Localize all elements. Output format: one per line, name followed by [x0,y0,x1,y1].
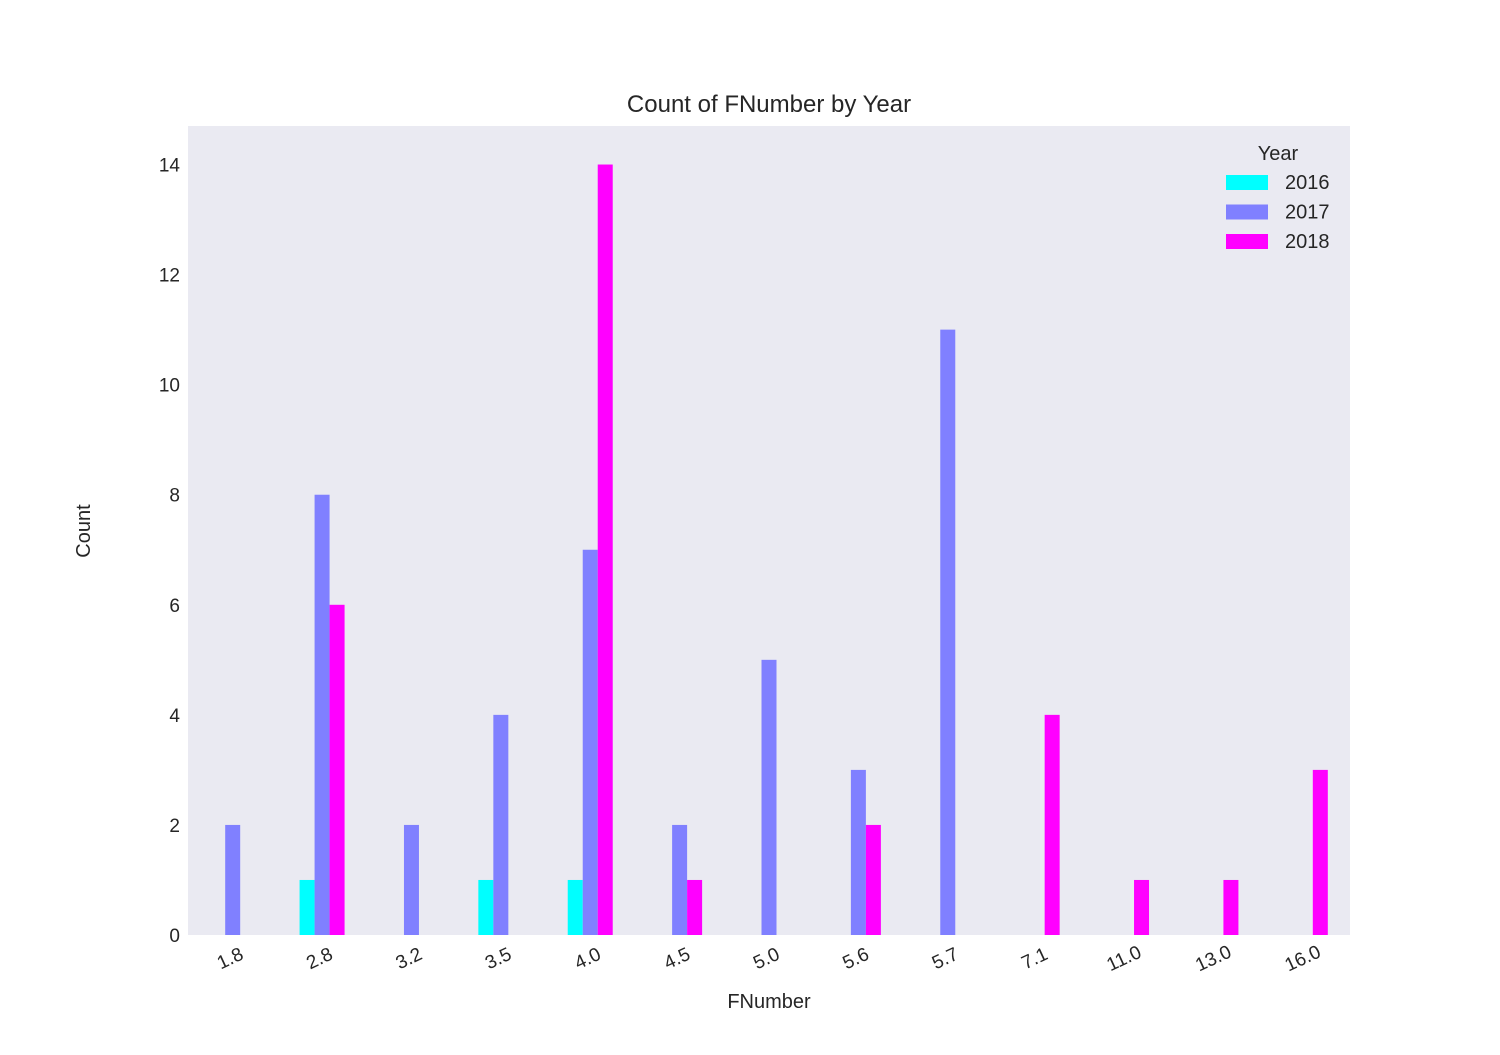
bar-2018-7.1 [1044,714,1060,935]
bar-2017-3.5 [493,714,509,935]
y-tick-label: 6 [169,596,180,617]
legend-swatch-2018 [1226,234,1268,249]
bar-2017-2.8 [314,494,330,935]
y-tick-label: 4 [169,706,180,727]
bar-2018-11.0 [1134,879,1150,935]
bar-2017-5.0 [761,659,777,935]
x-tick-label: 2.8 [303,944,336,974]
bar-2017-4.0 [582,549,598,935]
x-tick-label: 16.0 [1282,942,1324,977]
bar-2017-4.5 [672,824,688,935]
bar-2018-2.8 [329,604,345,935]
bar-2018-4.5 [687,879,703,935]
y-axis-ticks: 0 2 4 6 8 10 12 14 [159,156,181,947]
x-axis-title: FNumber [727,991,811,1013]
legend-title: Year [1258,143,1299,165]
x-tick-label: 3.5 [482,944,515,974]
x-tick-label: 3.2 [393,944,426,974]
legend-label-2017: 2017 [1285,202,1330,224]
bar-2018-16.0 [1312,769,1328,935]
y-tick-label: 0 [169,926,180,947]
legend-label-2018: 2018 [1285,231,1330,253]
x-tick-label: 13.0 [1192,942,1234,977]
bar-2016-3.5 [478,879,494,935]
legend: Year 2016 2017 2018 [1226,143,1330,253]
legend-label-2016: 2016 [1285,172,1330,194]
y-tick-label: 14 [159,156,181,177]
x-tick-label: 5.7 [929,944,962,974]
bar-2017-1.8 [225,824,241,935]
bar-2018-5.6 [865,824,881,935]
y-tick-label: 10 [159,376,180,397]
x-tick-label: 5.0 [750,944,783,974]
legend-swatch-2017 [1226,204,1268,220]
bar-2017-3.2 [403,824,419,935]
x-tick-label: 4.5 [661,944,694,974]
y-axis-title: Count [73,504,95,558]
y-tick-label: 8 [169,486,180,507]
x-tick-label: 11.0 [1104,942,1145,976]
bar-2016-2.8 [299,879,315,935]
x-axis-ticks: 1.8 2.8 3.2 3.5 4.0 4.5 5.0 5.6 5.7 7.1 11.0 13.0 16… [214,942,1324,977]
y-tick-label: 2 [169,816,180,837]
bars-layer [225,164,1328,935]
bar-2018-4.0 [597,164,613,935]
legend-swatch-2016 [1226,175,1268,190]
bar-2016-4.0 [567,879,583,935]
x-tick-label: 5.6 [840,944,873,974]
x-tick-label: 7.1 [1018,944,1051,974]
x-tick-label: 4.0 [571,944,604,974]
x-tick-label: 1.8 [214,944,247,974]
bar-2017-5.7 [940,329,956,935]
y-tick-label: 12 [159,266,180,287]
bar-2018-13.0 [1223,879,1239,935]
chart-title: Count of FNumber by Year [627,91,911,118]
bar-2017-5.6 [850,769,866,935]
